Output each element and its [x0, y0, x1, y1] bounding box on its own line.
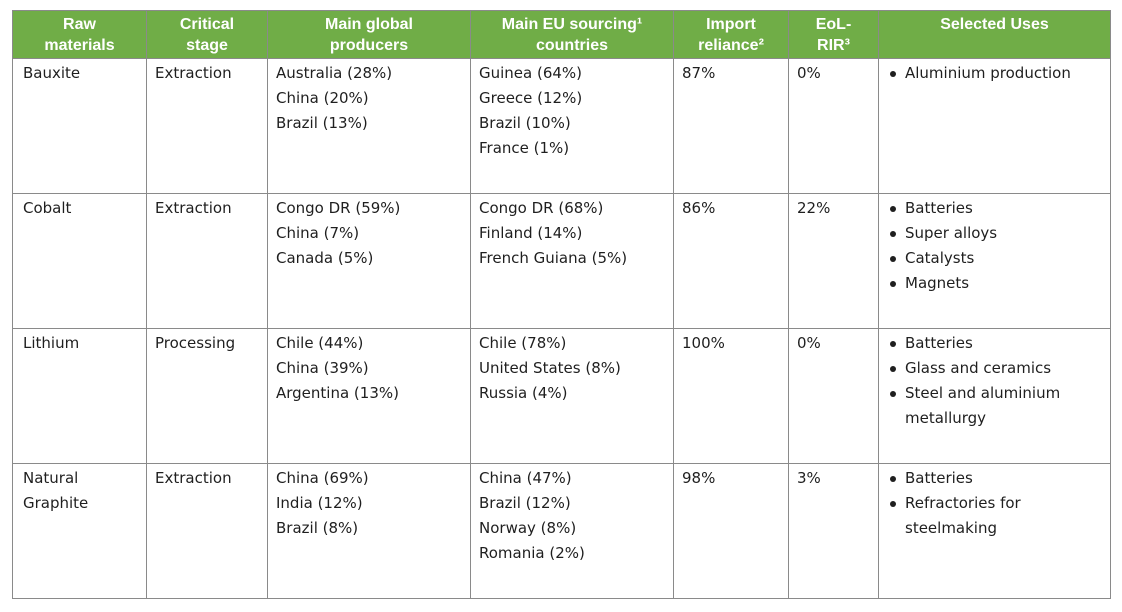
list-item: Magnets — [890, 271, 1102, 296]
header-raw-materials: Raw materials — [12, 10, 147, 59]
cell-selected-uses: Aluminium production — [878, 58, 1111, 194]
cell-eu-sourcing: Guinea (64%) Greece (12%) Brazil (10%) F… — [470, 58, 674, 194]
cell-eol-rir: 0% — [788, 58, 879, 194]
cell-eu-sourcing: China (47%) Brazil (12%) Norway (8%) Rom… — [470, 463, 674, 599]
cell-material: Cobalt — [12, 193, 147, 329]
cell-stage: Extraction — [146, 58, 268, 194]
raw-materials-table: Raw materials Critical stage Main global pr… — [12, 10, 1111, 599]
cell-global-producers: China (69%) India (12%) Brazil (8%) — [267, 463, 471, 599]
header-import-reliance: Import reliance² — [673, 10, 789, 59]
header-eol-rir: EoL- RIR³ — [788, 10, 879, 59]
table-row: Lithium Processing Chile (44%) China (39… — [12, 328, 1111, 464]
cell-selected-uses: Batteries Glass and ceramics Steel and a… — [878, 328, 1111, 464]
cell-material: Natural Graphite — [12, 463, 147, 599]
list-item: Refractories for steelmaking — [890, 491, 1102, 541]
cell-global-producers: Chile (44%) China (39%) Argentina (13%) — [267, 328, 471, 464]
table-row: Natural Graphite Extraction China (69%) I… — [12, 463, 1111, 599]
cell-import-reliance: 87% — [673, 58, 789, 194]
table-row: Bauxite Extraction Australia (28%) China… — [12, 58, 1111, 194]
uses-list: Batteries Super alloys Catalysts Magnets — [887, 196, 1102, 296]
cell-selected-uses: Batteries Super alloys Catalysts Magnets — [878, 193, 1111, 329]
cell-material: Lithium — [12, 328, 147, 464]
cell-material: Bauxite — [12, 58, 147, 194]
cell-eu-sourcing: Chile (78%) United States (8%) Russia (4… — [470, 328, 674, 464]
list-item: Batteries — [890, 196, 1102, 221]
cell-eol-rir: 3% — [788, 463, 879, 599]
cell-eu-sourcing: Congo DR (68%) Finland (14%) French Guia… — [470, 193, 674, 329]
list-item: Batteries — [890, 331, 1102, 356]
header-main-eu-sourcing: Main EU sourcing¹ countries — [470, 10, 674, 59]
cell-stage: Extraction — [146, 463, 268, 599]
list-item: Steel and aluminium metallurgy — [890, 381, 1102, 431]
table-row: Cobalt Extraction Congo DR (59%) China (… — [12, 193, 1111, 329]
cell-import-reliance: 86% — [673, 193, 789, 329]
header-main-global-producers: Main global producers — [267, 10, 471, 59]
cell-import-reliance: 98% — [673, 463, 789, 599]
cell-global-producers: Congo DR (59%) China (7%) Canada (5%) — [267, 193, 471, 329]
list-item: Aluminium production — [890, 61, 1102, 86]
header-critical-stage: Critical stage — [146, 10, 268, 59]
cell-import-reliance: 100% — [673, 328, 789, 464]
cell-selected-uses: Batteries Refractories for steelmaking — [878, 463, 1111, 599]
list-item: Super alloys — [890, 221, 1102, 246]
cell-global-producers: Australia (28%) China (20%) Brazil (13%) — [267, 58, 471, 194]
cell-eol-rir: 22% — [788, 193, 879, 329]
cell-stage: Processing — [146, 328, 268, 464]
uses-list: Batteries Glass and ceramics Steel and a… — [887, 331, 1102, 431]
list-item: Catalysts — [890, 246, 1102, 271]
header-row: Raw materials Critical stage Main global pr… — [12, 10, 1111, 59]
list-item: Glass and ceramics — [890, 356, 1102, 381]
list-item: Batteries — [890, 466, 1102, 491]
cell-stage: Extraction — [146, 193, 268, 329]
cell-eol-rir: 0% — [788, 328, 879, 464]
header-selected-uses: Selected Uses — [878, 10, 1111, 59]
uses-list: Batteries Refractories for steelmaking — [887, 466, 1102, 541]
uses-list: Aluminium production — [887, 61, 1102, 86]
